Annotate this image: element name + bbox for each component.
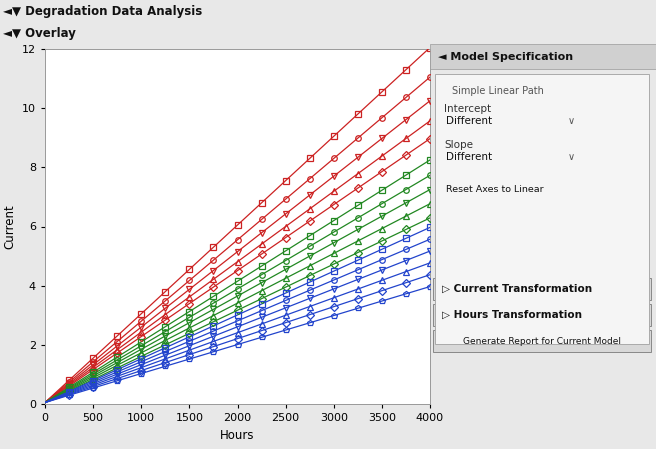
Bar bbox=[433, 330, 651, 352]
Text: ∨: ∨ bbox=[568, 116, 575, 126]
Text: Different: Different bbox=[446, 116, 492, 126]
Bar bbox=[440, 146, 580, 168]
Text: ◄ Model Specification: ◄ Model Specification bbox=[438, 52, 573, 62]
X-axis label: Hours: Hours bbox=[220, 429, 255, 441]
Y-axis label: Current: Current bbox=[3, 204, 16, 249]
Bar bbox=[440, 110, 580, 132]
Text: ◄▼ Degradation Data Analysis: ◄▼ Degradation Data Analysis bbox=[3, 4, 203, 18]
Text: ▷ Hours Transformation: ▷ Hours Transformation bbox=[442, 310, 582, 320]
Bar bbox=[430, 44, 656, 69]
Text: ▷ Current Transformation: ▷ Current Transformation bbox=[442, 284, 592, 294]
Text: ∨: ∨ bbox=[568, 152, 575, 162]
Text: Different: Different bbox=[446, 152, 492, 162]
Text: Simple Linear Path: Simple Linear Path bbox=[452, 86, 544, 96]
Text: ◄▼ Overlay: ◄▼ Overlay bbox=[3, 26, 76, 40]
Bar bbox=[440, 180, 550, 200]
Text: Generate Report for Current Model: Generate Report for Current Model bbox=[463, 336, 621, 345]
Bar bbox=[433, 278, 651, 300]
Text: Slope: Slope bbox=[444, 140, 473, 150]
Text: Intercept: Intercept bbox=[444, 104, 491, 114]
Bar bbox=[433, 304, 651, 326]
FancyBboxPatch shape bbox=[435, 74, 649, 344]
Text: Reset Axes to Linear: Reset Axes to Linear bbox=[446, 185, 544, 194]
